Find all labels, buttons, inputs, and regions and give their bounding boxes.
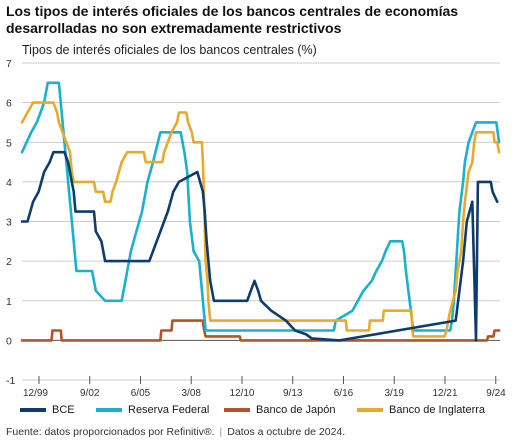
legend-label-bce: BCE (52, 404, 75, 416)
chart-title: Tipos de interés oficiales de los bancos… (22, 43, 317, 57)
series-lines (20, 81, 501, 342)
series-line-banco-de-inglaterra (20, 101, 501, 338)
legend-item-bce: BCE (20, 404, 75, 416)
series-line-reserva-federal (20, 81, 501, 332)
x-tick-label: 6/16 (334, 388, 354, 399)
y-tick-label: 3 (6, 217, 12, 229)
x-tick-label: 9/02 (80, 388, 100, 399)
legend-label-reserva-federal: Reserva Federal (128, 404, 210, 416)
y-tick-label: 0 (6, 335, 12, 347)
y-tick-label: 4 (6, 177, 12, 189)
y-axis: -1 0 1 2 3 4 5 6 7 (6, 58, 15, 387)
legend-swatch-reserva-federal (96, 408, 122, 412)
x-tick-label: 6/05 (131, 388, 151, 399)
x-tick-label: 9/13 (283, 388, 303, 399)
x-tick-label: 12/10 (229, 388, 254, 399)
y-tick-label: 1 (6, 296, 12, 308)
source-text: Fuente: datos proporcionados por Refinit… (6, 426, 215, 438)
y-tick-label: 2 (6, 256, 12, 268)
series-line-bce (20, 150, 499, 342)
x-tick-label: 9/24 (486, 388, 506, 399)
x-tick-label: 3/08 (182, 388, 202, 399)
y-tick-label: 5 (6, 137, 12, 149)
x-tick-label: 3/19 (385, 388, 405, 399)
x-tick-label: 12/99 (23, 388, 48, 399)
legend-label-banco-de-inglaterra: Banco de Inglaterra (389, 404, 486, 416)
legend-swatch-banco-de-japon (224, 408, 250, 412)
x-tick-label: 12/21 (432, 388, 457, 399)
chart-headline: Los tipos de interés oficiales de los ba… (6, 3, 459, 36)
y-tick-label: 6 (6, 98, 12, 110)
legend-item-reserva-federal: Reserva Federal (96, 404, 209, 416)
y-tick-label: 7 (6, 58, 12, 70)
source-note: Fuente: datos proporcionados por Refinit… (6, 426, 345, 438)
legend-swatch-bce (20, 408, 46, 412)
legend: BCE Reserva Federal Banco de Japón Banco… (6, 404, 511, 420)
series-line-banco-de-japon (20, 319, 501, 342)
legend-item-banco-de-inglaterra: Banco de Inglaterra (357, 404, 485, 416)
legend-label-banco-de-japon: Banco de Japón (256, 404, 336, 416)
legend-swatch-banco-de-inglaterra (357, 408, 383, 412)
legend-item-banco-de-japon: Banco de Japón (224, 404, 336, 416)
y-tick-label: -1 (6, 375, 15, 387)
source-separator: | (219, 426, 223, 438)
x-axis: 12/99 9/02 6/05 3/08 12/10 9/13 6/16 3/19 12/21 9… (23, 376, 506, 399)
source-date-note: Datos a octubre de 2024. (227, 426, 346, 438)
